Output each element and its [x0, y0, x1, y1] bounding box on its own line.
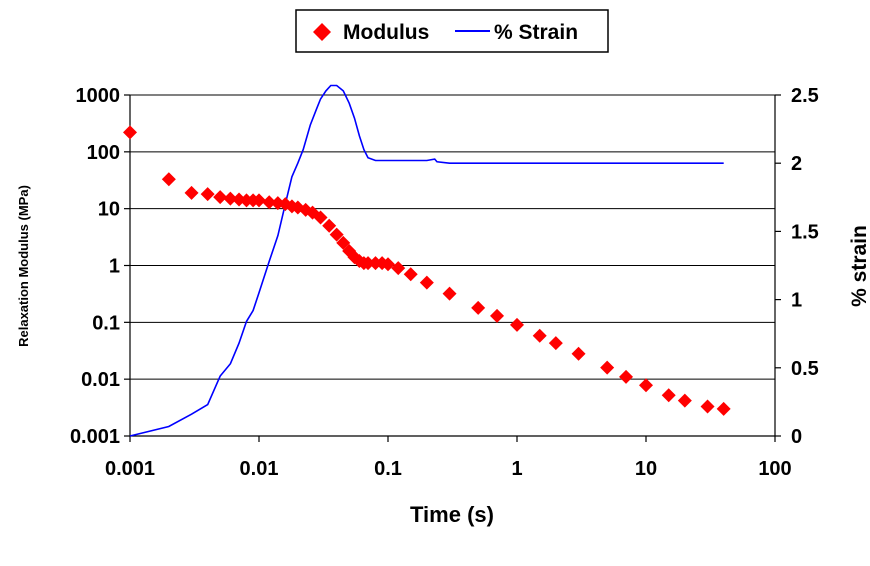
modulus-point	[571, 346, 586, 361]
x-tick-label: 100	[758, 458, 791, 480]
y-tick-label: 10	[98, 199, 120, 221]
x-tick-label: 0.1	[374, 458, 402, 480]
modulus-point	[677, 393, 692, 408]
legend-box	[295, 9, 609, 53]
modulus-point	[403, 267, 418, 282]
modulus-point	[471, 300, 486, 315]
modulus-point	[262, 195, 277, 210]
y2-tick-label: 2	[791, 153, 802, 175]
legend-label-modulus: Modulus	[343, 21, 429, 44]
x-axis-title: Time (s)	[410, 502, 494, 527]
tick-labels: 0.001 0.01 0.1 1 10 1000.0010.010.11101001000…	[70, 85, 819, 480]
modulus-point	[213, 190, 228, 205]
modulus-series	[123, 125, 731, 416]
modulus-point	[700, 399, 715, 414]
modulus-point	[619, 369, 634, 384]
modulus-point	[391, 261, 406, 276]
x-tick-label: 1	[511, 458, 522, 480]
modulus-point	[361, 256, 376, 271]
modulus-point	[329, 227, 344, 242]
legend: Modulus % Strain	[295, 9, 609, 53]
modulus-point	[161, 172, 176, 187]
y2-tick-label: 1.5	[791, 221, 819, 243]
modulus-point	[510, 317, 524, 332]
legend-marker-modulus	[313, 23, 331, 41]
y-axis-title: Relaxation Modulus (MPa)	[16, 185, 31, 347]
modulus-point	[252, 193, 266, 208]
modulus-point	[419, 275, 434, 290]
gridlines	[130, 94, 775, 380]
modulus-point	[661, 388, 676, 403]
y-tick-label: 0.1	[92, 312, 120, 334]
modulus-point	[381, 257, 395, 272]
x-tick-label: 0.001	[105, 458, 155, 480]
y-tick-label: 0.001	[70, 426, 120, 448]
x-tick-label: 0.01	[240, 458, 279, 480]
legend-label-strain: % Strain	[494, 21, 578, 44]
strain-series	[129, 84, 724, 437]
modulus-point	[716, 401, 731, 416]
strain-line	[129, 84, 724, 437]
y2-tick-label: 2.5	[791, 85, 819, 107]
modulus-point	[442, 286, 457, 301]
y-tick-label: 1000	[76, 85, 121, 107]
modulus-point	[490, 308, 505, 323]
y-tick-label: 0.01	[81, 369, 120, 391]
modulus-point	[123, 125, 137, 140]
y2-tick-label: 0.5	[791, 358, 819, 380]
modulus-point	[600, 360, 615, 375]
y-tick-label: 1	[109, 256, 120, 278]
modulus-point	[184, 185, 199, 200]
modulus-point	[532, 328, 547, 343]
axes	[124, 94, 781, 442]
y2-tick-label: 0	[791, 426, 802, 448]
y2-axis-title: % strain	[848, 225, 870, 307]
y-tick-label: 100	[87, 142, 120, 164]
modulus-point	[639, 378, 653, 393]
modulus-point	[313, 210, 328, 225]
modulus-point	[322, 218, 337, 233]
modulus-point	[223, 191, 238, 206]
modulus-point	[200, 187, 215, 202]
modulus-point	[336, 235, 351, 250]
x-tick-label: 10	[635, 458, 657, 480]
modulus-point	[548, 336, 563, 351]
y2-tick-label: 1	[791, 290, 802, 312]
